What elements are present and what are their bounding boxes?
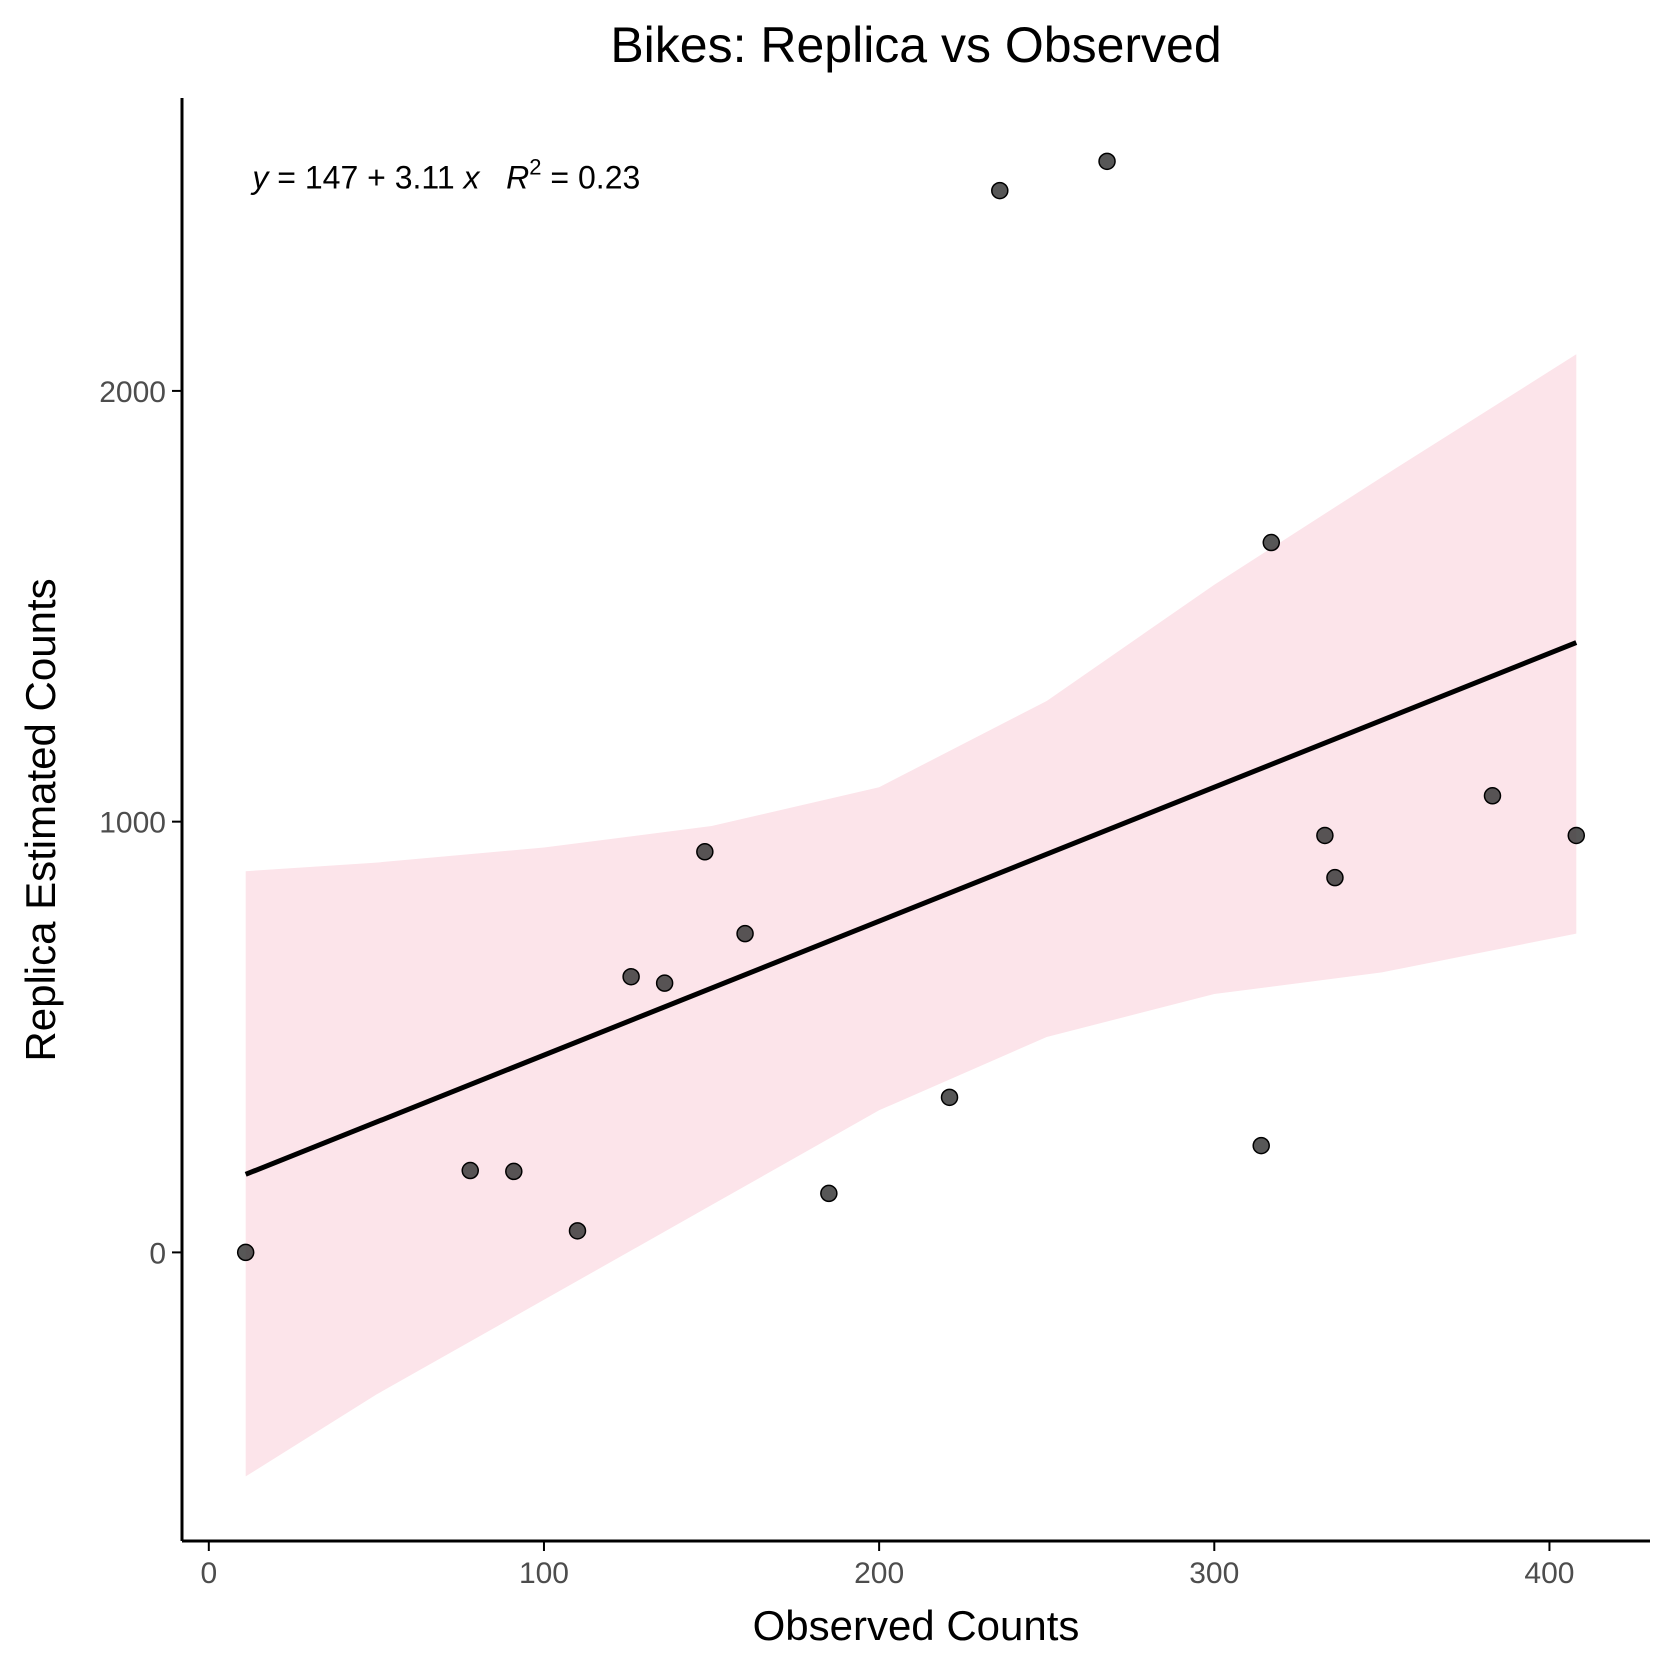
data-point-11 bbox=[991, 181, 1009, 200]
plot-area: 0 100 200 300 400 0 1000 2000 y = 147 + 3.11 x R… bbox=[99, 98, 1650, 1590]
data-point-6 bbox=[655, 974, 674, 992]
regression-equation: y = 147 + 3.11 x R2 = 0.23 bbox=[250, 154, 640, 195]
x-tick-label: 300 bbox=[1189, 1557, 1239, 1590]
data-point-1 bbox=[236, 1243, 255, 1262]
data-point-7 bbox=[696, 843, 714, 861]
x-tick-label: 400 bbox=[1524, 1557, 1574, 1590]
y-tick-label: 2000 bbox=[99, 376, 166, 409]
data-point-2 bbox=[461, 1161, 479, 1180]
data-point-5 bbox=[622, 967, 640, 986]
data-point-9 bbox=[820, 1184, 838, 1203]
data-point-12 bbox=[1098, 152, 1116, 171]
regression-line bbox=[244, 640, 1578, 1177]
data-point-4 bbox=[568, 1222, 587, 1240]
y-axis-title: Replica Estimated Counts bbox=[17, 578, 64, 1061]
data-point-18 bbox=[1567, 826, 1586, 845]
data-point-3 bbox=[505, 1162, 523, 1181]
x-tick-label: 0 bbox=[200, 1557, 217, 1590]
data-point-17 bbox=[1483, 787, 1502, 805]
data-point-13 bbox=[1252, 1136, 1270, 1155]
data-point-14 bbox=[1262, 533, 1281, 552]
data-point-10 bbox=[940, 1088, 959, 1107]
data-point-8 bbox=[736, 924, 754, 943]
y-tick-label: 1000 bbox=[99, 807, 166, 840]
chart-title: Bikes: Replica vs Observed bbox=[610, 17, 1221, 73]
y-tick-label: 0 bbox=[149, 1237, 166, 1270]
data-point-15 bbox=[1316, 826, 1334, 845]
confidence-band bbox=[245, 354, 1577, 1477]
x-tick-label: 200 bbox=[854, 1557, 904, 1590]
data-point-16 bbox=[1326, 868, 1344, 887]
x-axis-title: Observed Counts bbox=[753, 1602, 1080, 1649]
x-tick-label: 100 bbox=[519, 1557, 569, 1590]
